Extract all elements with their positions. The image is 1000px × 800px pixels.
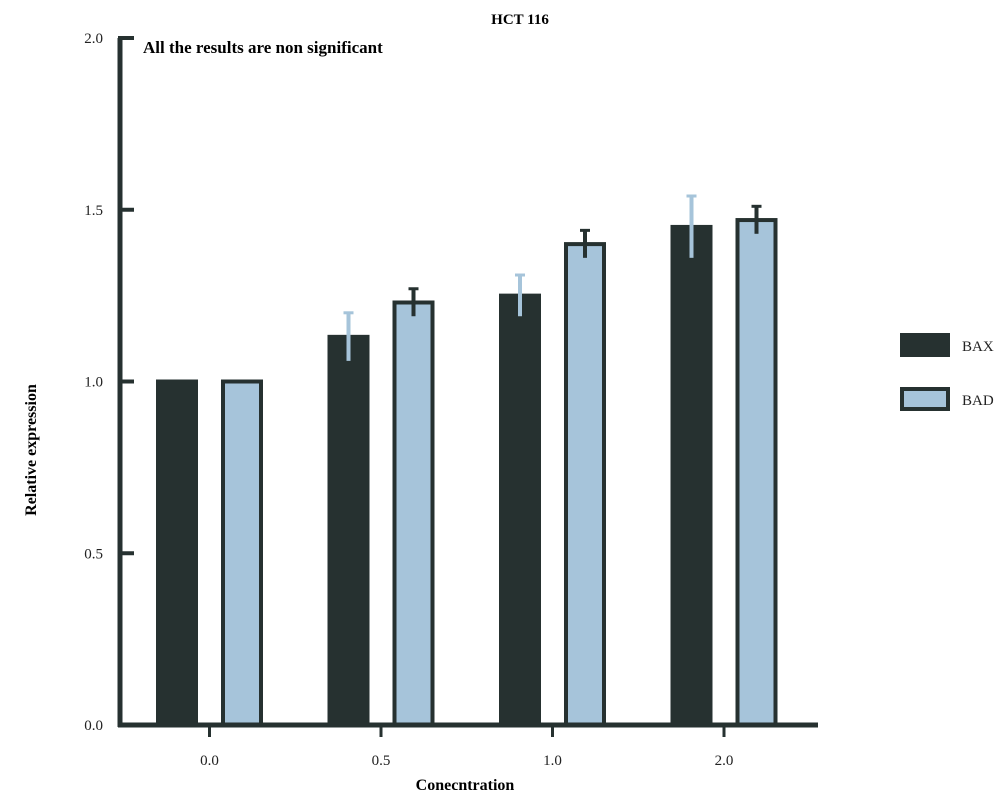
bar-bax-0.5 [327,334,370,727]
x-axis-ticks: 0.0 0.5 1.0 2.0 [200,725,733,769]
x-tick-label: 2.0 [715,753,734,769]
y-tick-label: 1.0 [84,375,103,391]
bar-bad-1.0 [564,242,606,727]
legend-label-bad: BAD [962,393,994,409]
legend-label-bax: BAX [962,339,994,355]
chart-title: HCT 116 [491,12,549,28]
x-tick-label: 0.5 [372,753,391,769]
x-tick-label: 0.0 [200,753,219,769]
legend: BAX BAD [900,333,994,411]
y-tick-label: 0.0 [84,718,103,734]
bar-bax-2.0 [670,224,713,728]
legend-swatch-bad [900,387,950,411]
bar-bad-0.5 [392,300,435,727]
y-tick-label: 2.0 [84,31,103,47]
x-axis-label: Conecntration [416,777,515,794]
y-tick-label: 0.5 [84,546,103,562]
bar-bax-0.0 [156,379,198,727]
bar-bad-0.0 [221,379,263,727]
bar-bax-1.0 [499,293,541,727]
bar-bad-2.0 [735,218,778,727]
chart-annotation: All the results are non significant [143,38,383,57]
legend-swatch-bax [900,333,950,357]
y-tick-label: 1.5 [84,203,103,219]
bars [156,218,778,728]
x-tick-label: 1.0 [543,753,562,769]
y-axis-label: Relative expression [23,384,40,516]
y-axis-ticks: 0.0 0.5 1.0 1.5 2.0 [84,31,134,734]
error-bars [343,194,762,361]
